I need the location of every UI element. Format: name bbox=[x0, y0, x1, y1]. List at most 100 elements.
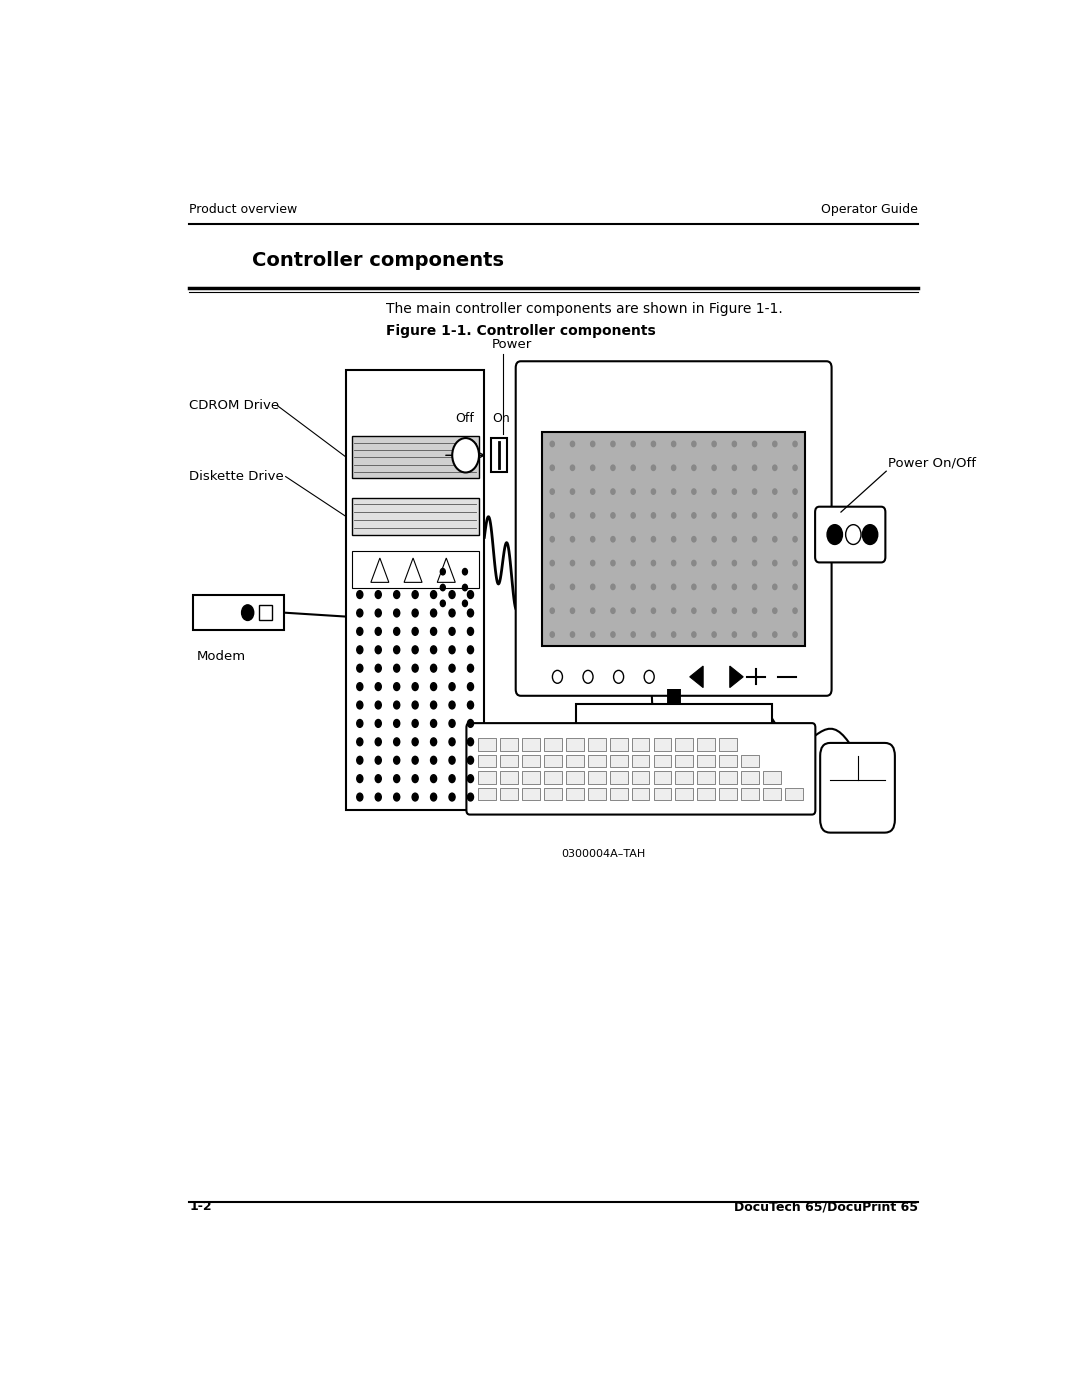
Bar bbox=[698, 788, 715, 800]
Circle shape bbox=[570, 465, 575, 471]
Bar bbox=[632, 788, 649, 800]
Circle shape bbox=[651, 536, 656, 542]
Circle shape bbox=[631, 465, 635, 471]
Circle shape bbox=[591, 489, 595, 495]
Circle shape bbox=[631, 441, 635, 447]
Circle shape bbox=[375, 609, 381, 617]
Circle shape bbox=[550, 608, 554, 613]
Circle shape bbox=[611, 489, 615, 495]
Bar bbox=[675, 754, 693, 767]
Circle shape bbox=[611, 608, 615, 613]
Circle shape bbox=[550, 536, 554, 542]
Circle shape bbox=[793, 441, 797, 447]
Circle shape bbox=[449, 793, 455, 800]
Circle shape bbox=[393, 627, 400, 636]
Circle shape bbox=[672, 631, 676, 637]
Circle shape bbox=[393, 793, 400, 800]
Text: On: On bbox=[492, 412, 510, 425]
Bar bbox=[258, 605, 272, 620]
Circle shape bbox=[732, 441, 737, 447]
FancyBboxPatch shape bbox=[516, 362, 832, 696]
Bar bbox=[478, 771, 496, 784]
Circle shape bbox=[468, 609, 473, 617]
Bar bbox=[500, 771, 518, 784]
Text: Modem: Modem bbox=[198, 650, 246, 662]
Bar bbox=[741, 754, 759, 767]
Circle shape bbox=[393, 756, 400, 764]
Circle shape bbox=[712, 513, 716, 518]
Circle shape bbox=[611, 631, 615, 637]
Bar bbox=[346, 370, 484, 810]
Circle shape bbox=[570, 513, 575, 518]
Bar bbox=[719, 754, 737, 767]
Bar bbox=[566, 754, 583, 767]
Bar bbox=[478, 788, 496, 800]
Circle shape bbox=[375, 627, 381, 636]
Bar bbox=[351, 436, 478, 478]
Polygon shape bbox=[370, 557, 389, 583]
Circle shape bbox=[827, 525, 842, 545]
Circle shape bbox=[651, 584, 656, 590]
Circle shape bbox=[413, 627, 418, 636]
Bar bbox=[632, 754, 649, 767]
Circle shape bbox=[550, 513, 554, 518]
Circle shape bbox=[462, 569, 468, 576]
Bar bbox=[588, 771, 606, 784]
Circle shape bbox=[591, 441, 595, 447]
Bar bbox=[610, 788, 627, 800]
Circle shape bbox=[631, 608, 635, 613]
Circle shape bbox=[651, 631, 656, 637]
Circle shape bbox=[732, 465, 737, 471]
Bar bbox=[522, 738, 540, 750]
Circle shape bbox=[413, 793, 418, 800]
Bar bbox=[675, 771, 693, 784]
Circle shape bbox=[441, 569, 445, 576]
Circle shape bbox=[753, 489, 757, 495]
Circle shape bbox=[570, 631, 575, 637]
Text: 1-2: 1-2 bbox=[189, 1200, 212, 1213]
Circle shape bbox=[712, 631, 716, 637]
Circle shape bbox=[449, 683, 455, 690]
Circle shape bbox=[651, 465, 656, 471]
Circle shape bbox=[393, 609, 400, 617]
Circle shape bbox=[613, 671, 623, 683]
FancyBboxPatch shape bbox=[820, 743, 895, 833]
Bar bbox=[500, 788, 518, 800]
Circle shape bbox=[591, 560, 595, 566]
Circle shape bbox=[732, 513, 737, 518]
Circle shape bbox=[793, 489, 797, 495]
Circle shape bbox=[550, 584, 554, 590]
Circle shape bbox=[753, 584, 757, 590]
Circle shape bbox=[570, 441, 575, 447]
Bar bbox=[522, 771, 540, 784]
Circle shape bbox=[672, 608, 676, 613]
Circle shape bbox=[651, 560, 656, 566]
Circle shape bbox=[672, 536, 676, 542]
Circle shape bbox=[772, 441, 777, 447]
Circle shape bbox=[651, 608, 656, 613]
Circle shape bbox=[375, 645, 381, 654]
Circle shape bbox=[468, 627, 473, 636]
Circle shape bbox=[793, 465, 797, 471]
Circle shape bbox=[712, 608, 716, 613]
Bar bbox=[675, 738, 693, 750]
Bar bbox=[542, 432, 806, 647]
Bar bbox=[566, 771, 583, 784]
Text: Power On/Off: Power On/Off bbox=[888, 455, 976, 469]
Circle shape bbox=[862, 525, 878, 545]
Circle shape bbox=[468, 701, 473, 708]
Circle shape bbox=[631, 536, 635, 542]
Circle shape bbox=[672, 465, 676, 471]
Text: Power: Power bbox=[491, 338, 531, 351]
Circle shape bbox=[431, 665, 436, 672]
Circle shape bbox=[753, 513, 757, 518]
Bar bbox=[544, 771, 562, 784]
Text: 0300004A–TAH: 0300004A–TAH bbox=[562, 848, 646, 859]
Bar bbox=[698, 754, 715, 767]
Circle shape bbox=[753, 631, 757, 637]
Circle shape bbox=[413, 683, 418, 690]
Bar bbox=[610, 754, 627, 767]
Circle shape bbox=[846, 525, 861, 545]
Circle shape bbox=[393, 775, 400, 782]
Circle shape bbox=[651, 513, 656, 518]
